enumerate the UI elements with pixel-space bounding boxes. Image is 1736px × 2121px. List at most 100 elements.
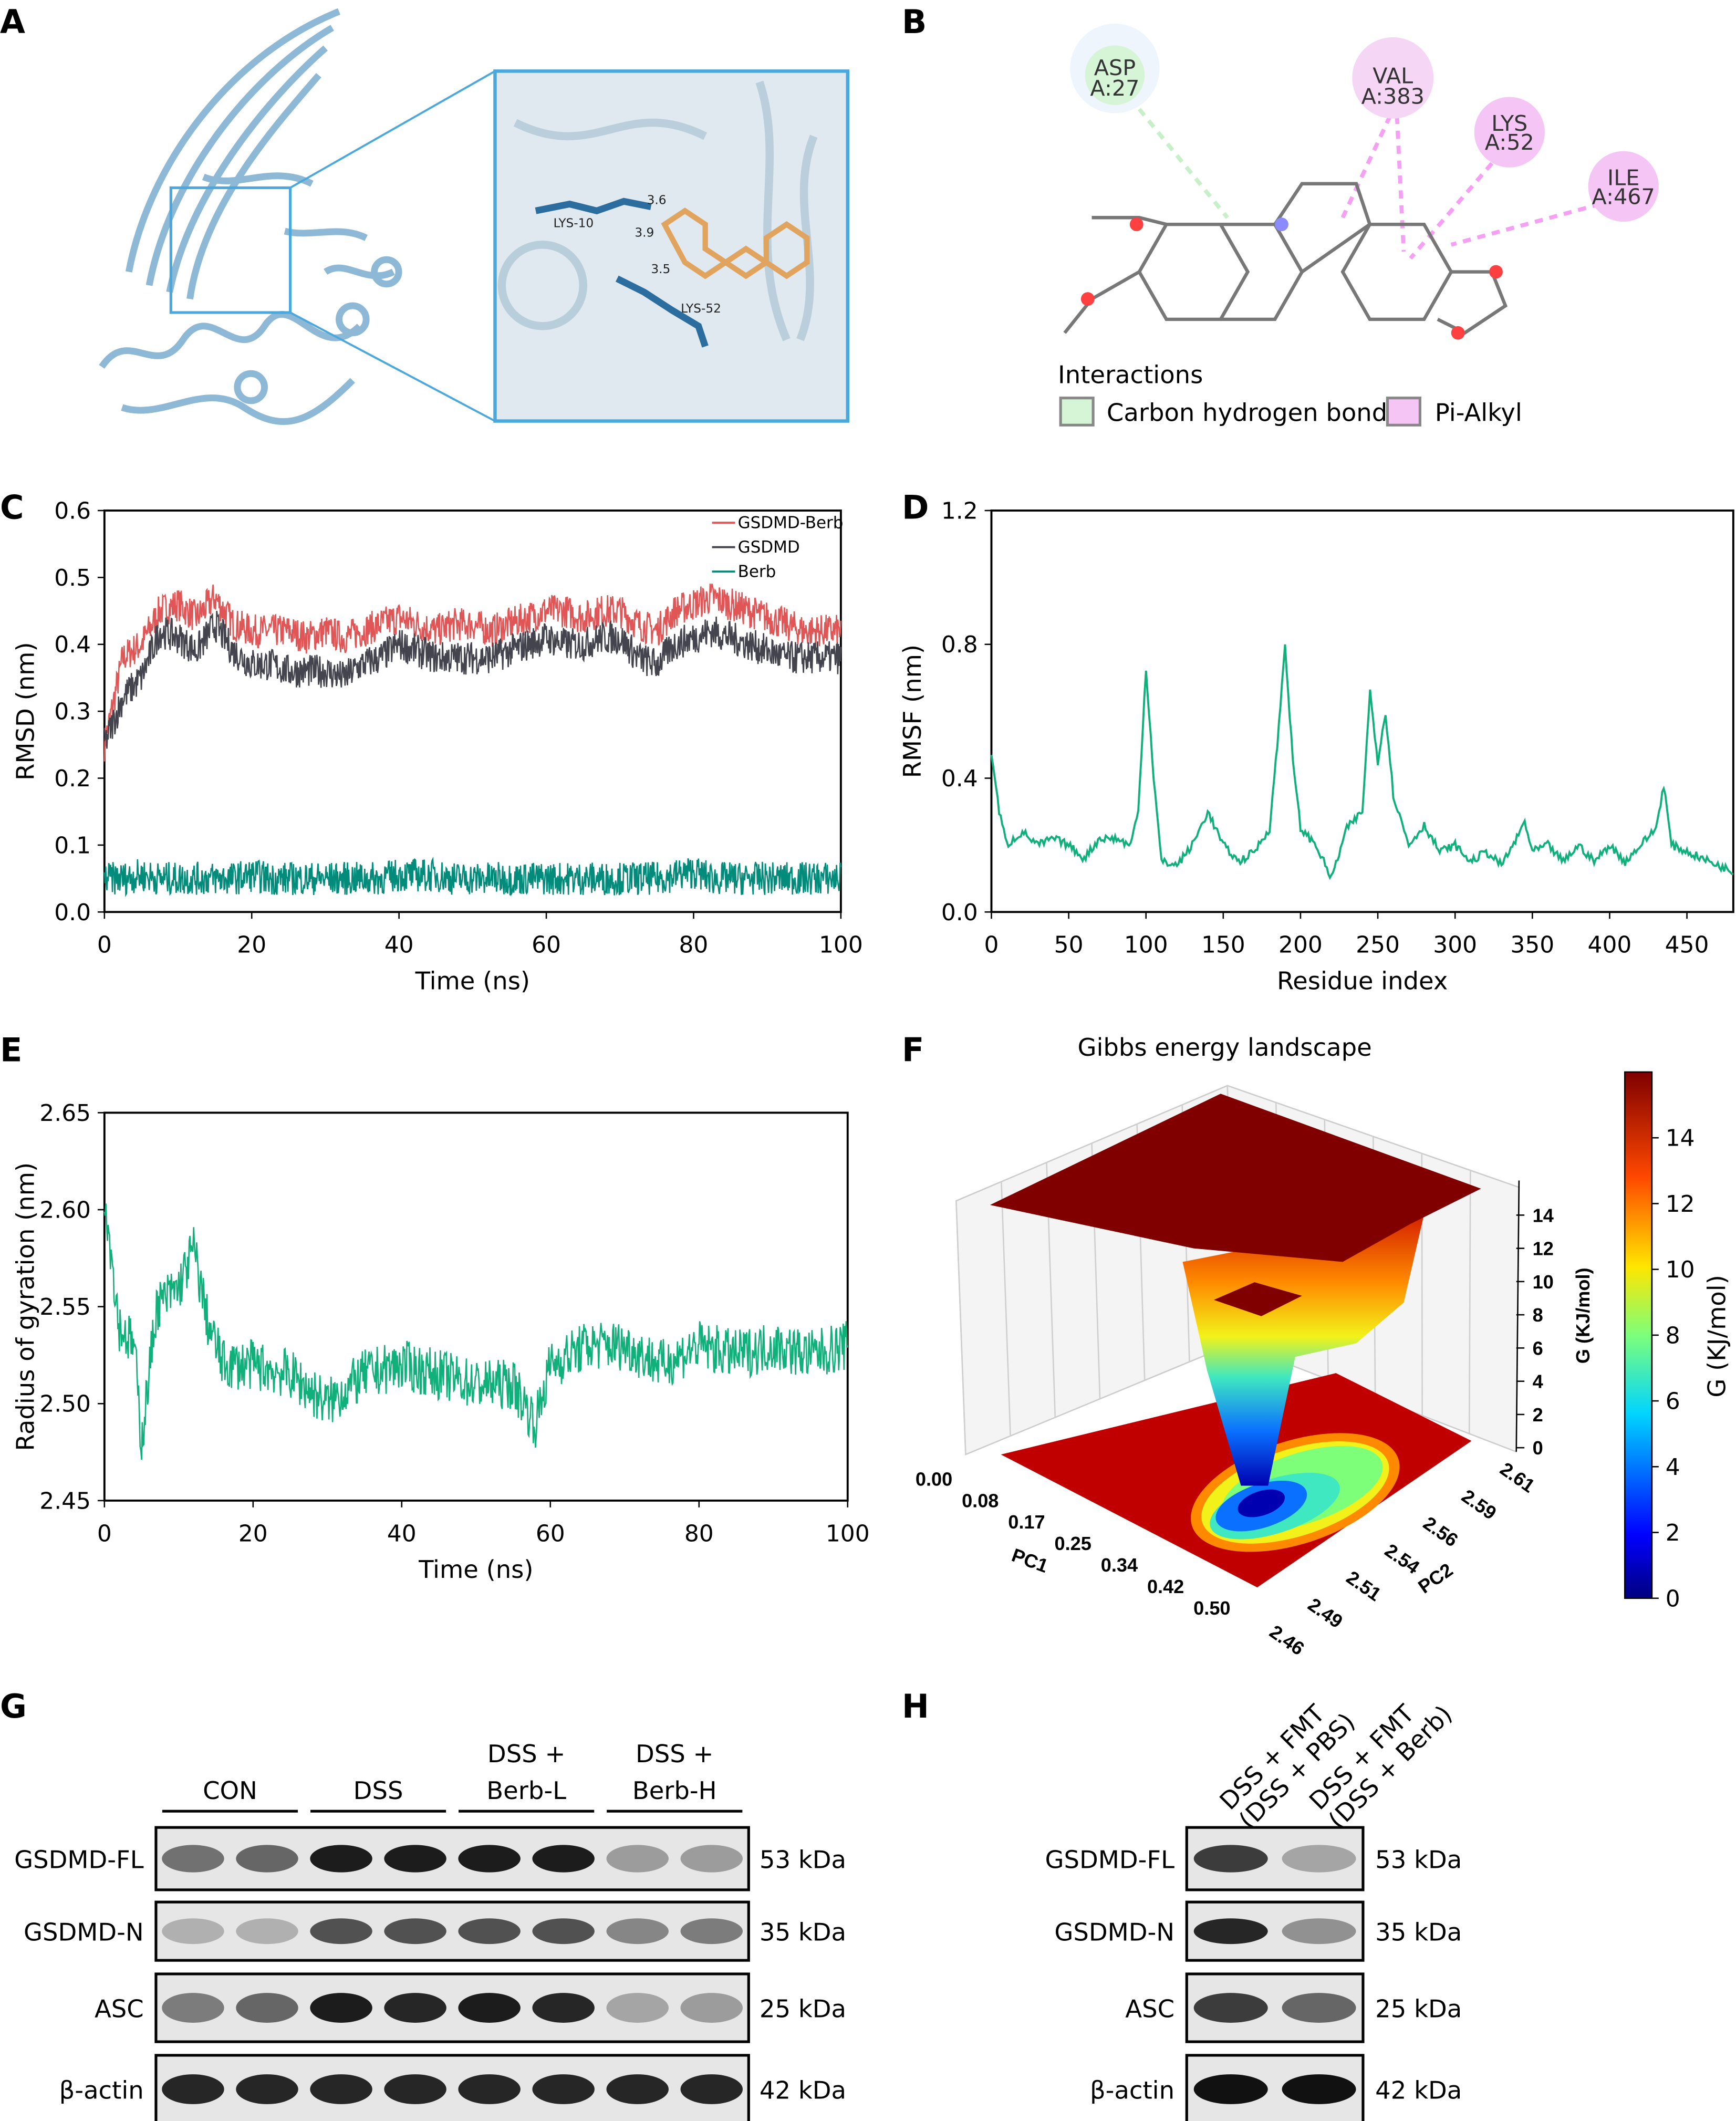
y-tick-label: 2.45 xyxy=(39,1488,91,1514)
distance-label: 3.5 xyxy=(651,262,670,276)
x-axis-label: PC1 xyxy=(1009,1544,1051,1577)
protein-band xyxy=(1282,1993,1356,2023)
y-tick-label: 0.3 xyxy=(54,699,91,725)
y-tick-label: 2.60 xyxy=(39,1197,91,1224)
protein-label: ASC xyxy=(1125,1995,1174,2023)
protein-band xyxy=(236,1918,298,1945)
panel-label-g: G xyxy=(0,1687,27,1725)
protein-label: GSDMD-FL xyxy=(1045,1846,1174,1874)
pc2-tick-label: 2.59 xyxy=(1458,1485,1500,1524)
zoom-connector-lines xyxy=(289,70,496,422)
group-label: DSS + xyxy=(487,1740,565,1768)
panel-label-a: A xyxy=(0,3,25,41)
group-label: Berb-H xyxy=(632,1776,717,1805)
group-label: CON xyxy=(203,1776,257,1805)
protein-band xyxy=(236,1993,298,2023)
protein-band xyxy=(532,1845,595,1873)
y-tick-label: 0.6 xyxy=(54,497,91,524)
distance-label: 3.6 xyxy=(647,193,667,207)
pc1-tick-label: 0.00 xyxy=(916,1468,952,1490)
legend-title: Interactions xyxy=(1058,360,1203,389)
chart-title: Gibbs energy landscape xyxy=(1077,1033,1371,1062)
protein-label: GSDMD-N xyxy=(24,1918,144,1947)
pc2-tick-label: 2.56 xyxy=(1419,1512,1462,1551)
plot-frame xyxy=(103,1111,849,1502)
blot-strip xyxy=(154,1900,750,1962)
distance-label: 3.9 xyxy=(635,225,654,240)
y-tick-label: 0.4 xyxy=(941,765,978,792)
molecular-weight-label: 25 kDa xyxy=(760,1995,846,2023)
protein-band xyxy=(1193,1993,1268,2023)
protein-band xyxy=(384,1918,446,1945)
y-tick-label: 0.1 xyxy=(54,832,91,859)
protein-band xyxy=(606,1993,669,2023)
colorbar-tick-label: 0 xyxy=(1666,1585,1680,1612)
svg-text:LYS: LYS xyxy=(1491,111,1527,136)
pc1-tick-label: 0.42 xyxy=(1147,1576,1184,1597)
protein-band xyxy=(310,1993,372,2023)
protein-band xyxy=(310,1918,372,1945)
molecular-weight-label: 35 kDa xyxy=(1375,1918,1462,1947)
protein-band xyxy=(162,1845,224,1873)
legend-swatch-pi-alkyl xyxy=(1386,397,1421,427)
z-tick-label: 2 xyxy=(1533,1404,1543,1426)
y-tick-label: 2.65 xyxy=(39,1100,91,1127)
blot-row-asc: ASC 25 kDa xyxy=(1125,1972,1462,2043)
protein-label: GSDMD-FL xyxy=(14,1846,144,1874)
grid-line xyxy=(1468,1170,1471,1434)
series-line xyxy=(990,644,1734,880)
ligand-berberine xyxy=(661,207,810,279)
z-tick-label: 6 xyxy=(1533,1337,1543,1359)
pc1-tick-label: 0.25 xyxy=(1055,1533,1092,1554)
blot-row-gsdmd-fl: GSDMD-FL 53 kDa xyxy=(14,1826,846,1891)
series-line xyxy=(103,1203,849,1460)
legend-label: GSDMD-Berb xyxy=(738,514,844,533)
residue-val383: VAL A:383 xyxy=(1352,37,1434,119)
group-label: Berb-L xyxy=(486,1776,566,1805)
residue-label: LYS-52 xyxy=(681,301,721,316)
protein-band xyxy=(680,1918,743,1945)
axis-ticks: 0.00 0.08 0.17 0.25 0.34 0.42 0.50 2.462.492.51… xyxy=(916,1180,1554,1659)
x-tick-label: 0 xyxy=(984,932,999,959)
blot-row-β-actin: β-actin 42 kDa xyxy=(1090,2054,1462,2121)
svg-text:A:27: A:27 xyxy=(1090,76,1139,101)
svg-text:A:383: A:383 xyxy=(1361,84,1425,109)
grid-line xyxy=(955,1201,966,1455)
z-tick-label: 8 xyxy=(1533,1304,1543,1326)
blot-row-gsdmd-n: GSDMD-N 35 kDa xyxy=(24,1900,846,1962)
y-tick-label: 1.2 xyxy=(941,497,978,524)
protein-band xyxy=(162,1993,224,2023)
x-tick-label: 60 xyxy=(536,1520,565,1547)
residue-asp27: ASP A:27 xyxy=(1070,24,1160,113)
protein-band xyxy=(1193,1918,1268,1945)
series-line-berb xyxy=(103,856,842,898)
protein-label: β-actin xyxy=(59,2076,144,2105)
molecular-weight-label: 42 kDa xyxy=(760,2076,846,2105)
blot-row-asc: ASC 25 kDa xyxy=(95,1972,846,2043)
y-tick-label: 0.8 xyxy=(941,631,978,658)
panel-a: A LYS-10 LYS-52 3.6 3.9 3.5 xyxy=(0,3,849,425)
y-tick-label: 2.50 xyxy=(39,1391,91,1418)
x-tick-label: 80 xyxy=(679,932,709,959)
molecular-weight-label: 53 kDa xyxy=(760,1846,846,1874)
z-tick-label: 10 xyxy=(1533,1271,1554,1293)
protein-band xyxy=(458,1993,521,2023)
pc2-tick-label: 2.46 xyxy=(1266,1620,1308,1659)
pc2-tick-label: 2.49 xyxy=(1304,1594,1347,1633)
svg-text:VAL: VAL xyxy=(1373,64,1413,89)
molecular-weight-label: 35 kDa xyxy=(760,1918,846,1947)
protein-band xyxy=(606,1918,669,1945)
y-tick-label: 0.0 xyxy=(941,899,978,926)
protein-structure-image xyxy=(99,8,402,425)
x-tick-label: 150 xyxy=(1201,932,1245,959)
pc1-tick-label: 0.34 xyxy=(1101,1554,1138,1576)
molecular-weight-label: 53 kDa xyxy=(1375,1846,1462,1874)
blot-row-gsdmd-n: GSDMD-N 35 kDa xyxy=(1054,1900,1462,1962)
x-tick-label: 100 xyxy=(1124,932,1168,959)
series-line-gsdmd-berb xyxy=(103,584,842,762)
legend-label: GSDMD xyxy=(738,538,800,557)
x-tick-label: 400 xyxy=(1588,932,1632,959)
x-tick-label: 60 xyxy=(532,932,561,959)
pc1-tick-label: 0.50 xyxy=(1193,1597,1230,1619)
svg-text:A:52: A:52 xyxy=(1485,130,1534,155)
